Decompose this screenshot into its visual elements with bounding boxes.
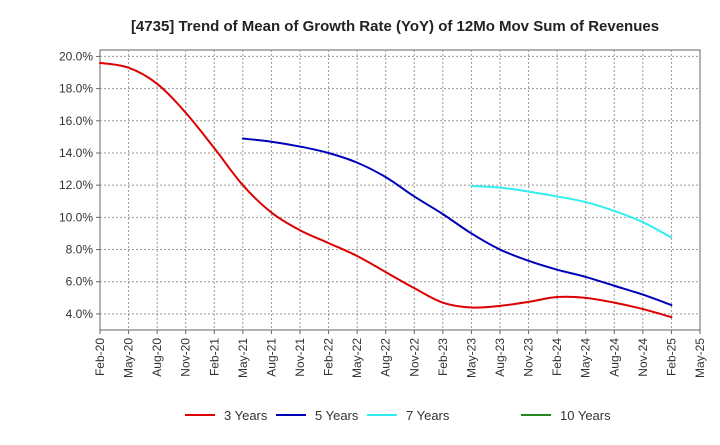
plot-area xyxy=(99,49,701,331)
series-line-5-years xyxy=(241,137,673,307)
x-tick-label: Nov-21 xyxy=(293,338,307,377)
x-tick-label: May-24 xyxy=(579,338,593,378)
y-tick-label: 14.0% xyxy=(59,146,93,160)
series-lines xyxy=(99,61,673,319)
y-tick-label: 12.0% xyxy=(59,178,93,192)
x-tick-label: Nov-24 xyxy=(636,338,650,377)
series-line-7-years xyxy=(470,184,673,239)
legend-label-5-years: 5 Years xyxy=(315,408,359,423)
y-tick-label: 4.0% xyxy=(66,307,94,321)
y-tick-label: 16.0% xyxy=(59,114,93,128)
x-tick-label: May-21 xyxy=(236,338,250,378)
legend: 3 Years 5 Years 7 Years 10 Years xyxy=(185,408,611,423)
x-tick-label: Aug-23 xyxy=(493,338,507,377)
x-tick-label: May-25 xyxy=(693,338,707,378)
x-tick-label: Aug-24 xyxy=(607,338,621,377)
y-tick-label: 10.0% xyxy=(59,210,93,224)
legend-label-3-years: 3 Years xyxy=(224,408,268,423)
x-tick-label: Aug-20 xyxy=(150,338,164,377)
y-tick-label: 20.0% xyxy=(59,49,93,63)
x-tick-label: May-22 xyxy=(350,338,364,378)
x-tick-label: Feb-20 xyxy=(93,338,107,376)
chart-title: [4735] Trend of Mean of Growth Rate (YoY… xyxy=(131,18,659,35)
y-tick-label: 8.0% xyxy=(66,243,94,257)
x-tick-label: Aug-22 xyxy=(379,338,393,377)
legend-label-7-years: 7 Years xyxy=(406,408,450,423)
y-tick-label: 6.0% xyxy=(66,275,94,289)
series-line-3-years xyxy=(99,61,673,319)
x-tick-label: Nov-23 xyxy=(522,338,536,377)
y-tick-label: 18.0% xyxy=(59,82,93,96)
x-tick-label: Feb-23 xyxy=(436,338,450,376)
y-axis-ticks: 4.0% 6.0% 8.0% 10.0% 12.0% 14.0% 16.0% 18.0% 20.… xyxy=(59,49,100,321)
x-tick-label: Feb-24 xyxy=(550,338,564,376)
x-tick-label: May-20 xyxy=(122,338,136,378)
x-axis-ticks: Feb-20 May-20 Aug-20 Nov-20 Feb-21 May-21 Aug-… xyxy=(93,330,707,378)
x-tick-label: Feb-22 xyxy=(322,338,336,376)
x-tick-label: May-23 xyxy=(464,338,478,378)
x-tick-label: Feb-21 xyxy=(207,338,221,376)
x-tick-label: Aug-21 xyxy=(264,338,278,377)
x-tick-label: Feb-25 xyxy=(664,338,678,376)
legend-label-10-years: 10 Years xyxy=(560,408,611,423)
gridlines xyxy=(100,50,700,330)
x-tick-label: Nov-20 xyxy=(179,338,193,377)
x-tick-label: Nov-22 xyxy=(407,338,421,377)
